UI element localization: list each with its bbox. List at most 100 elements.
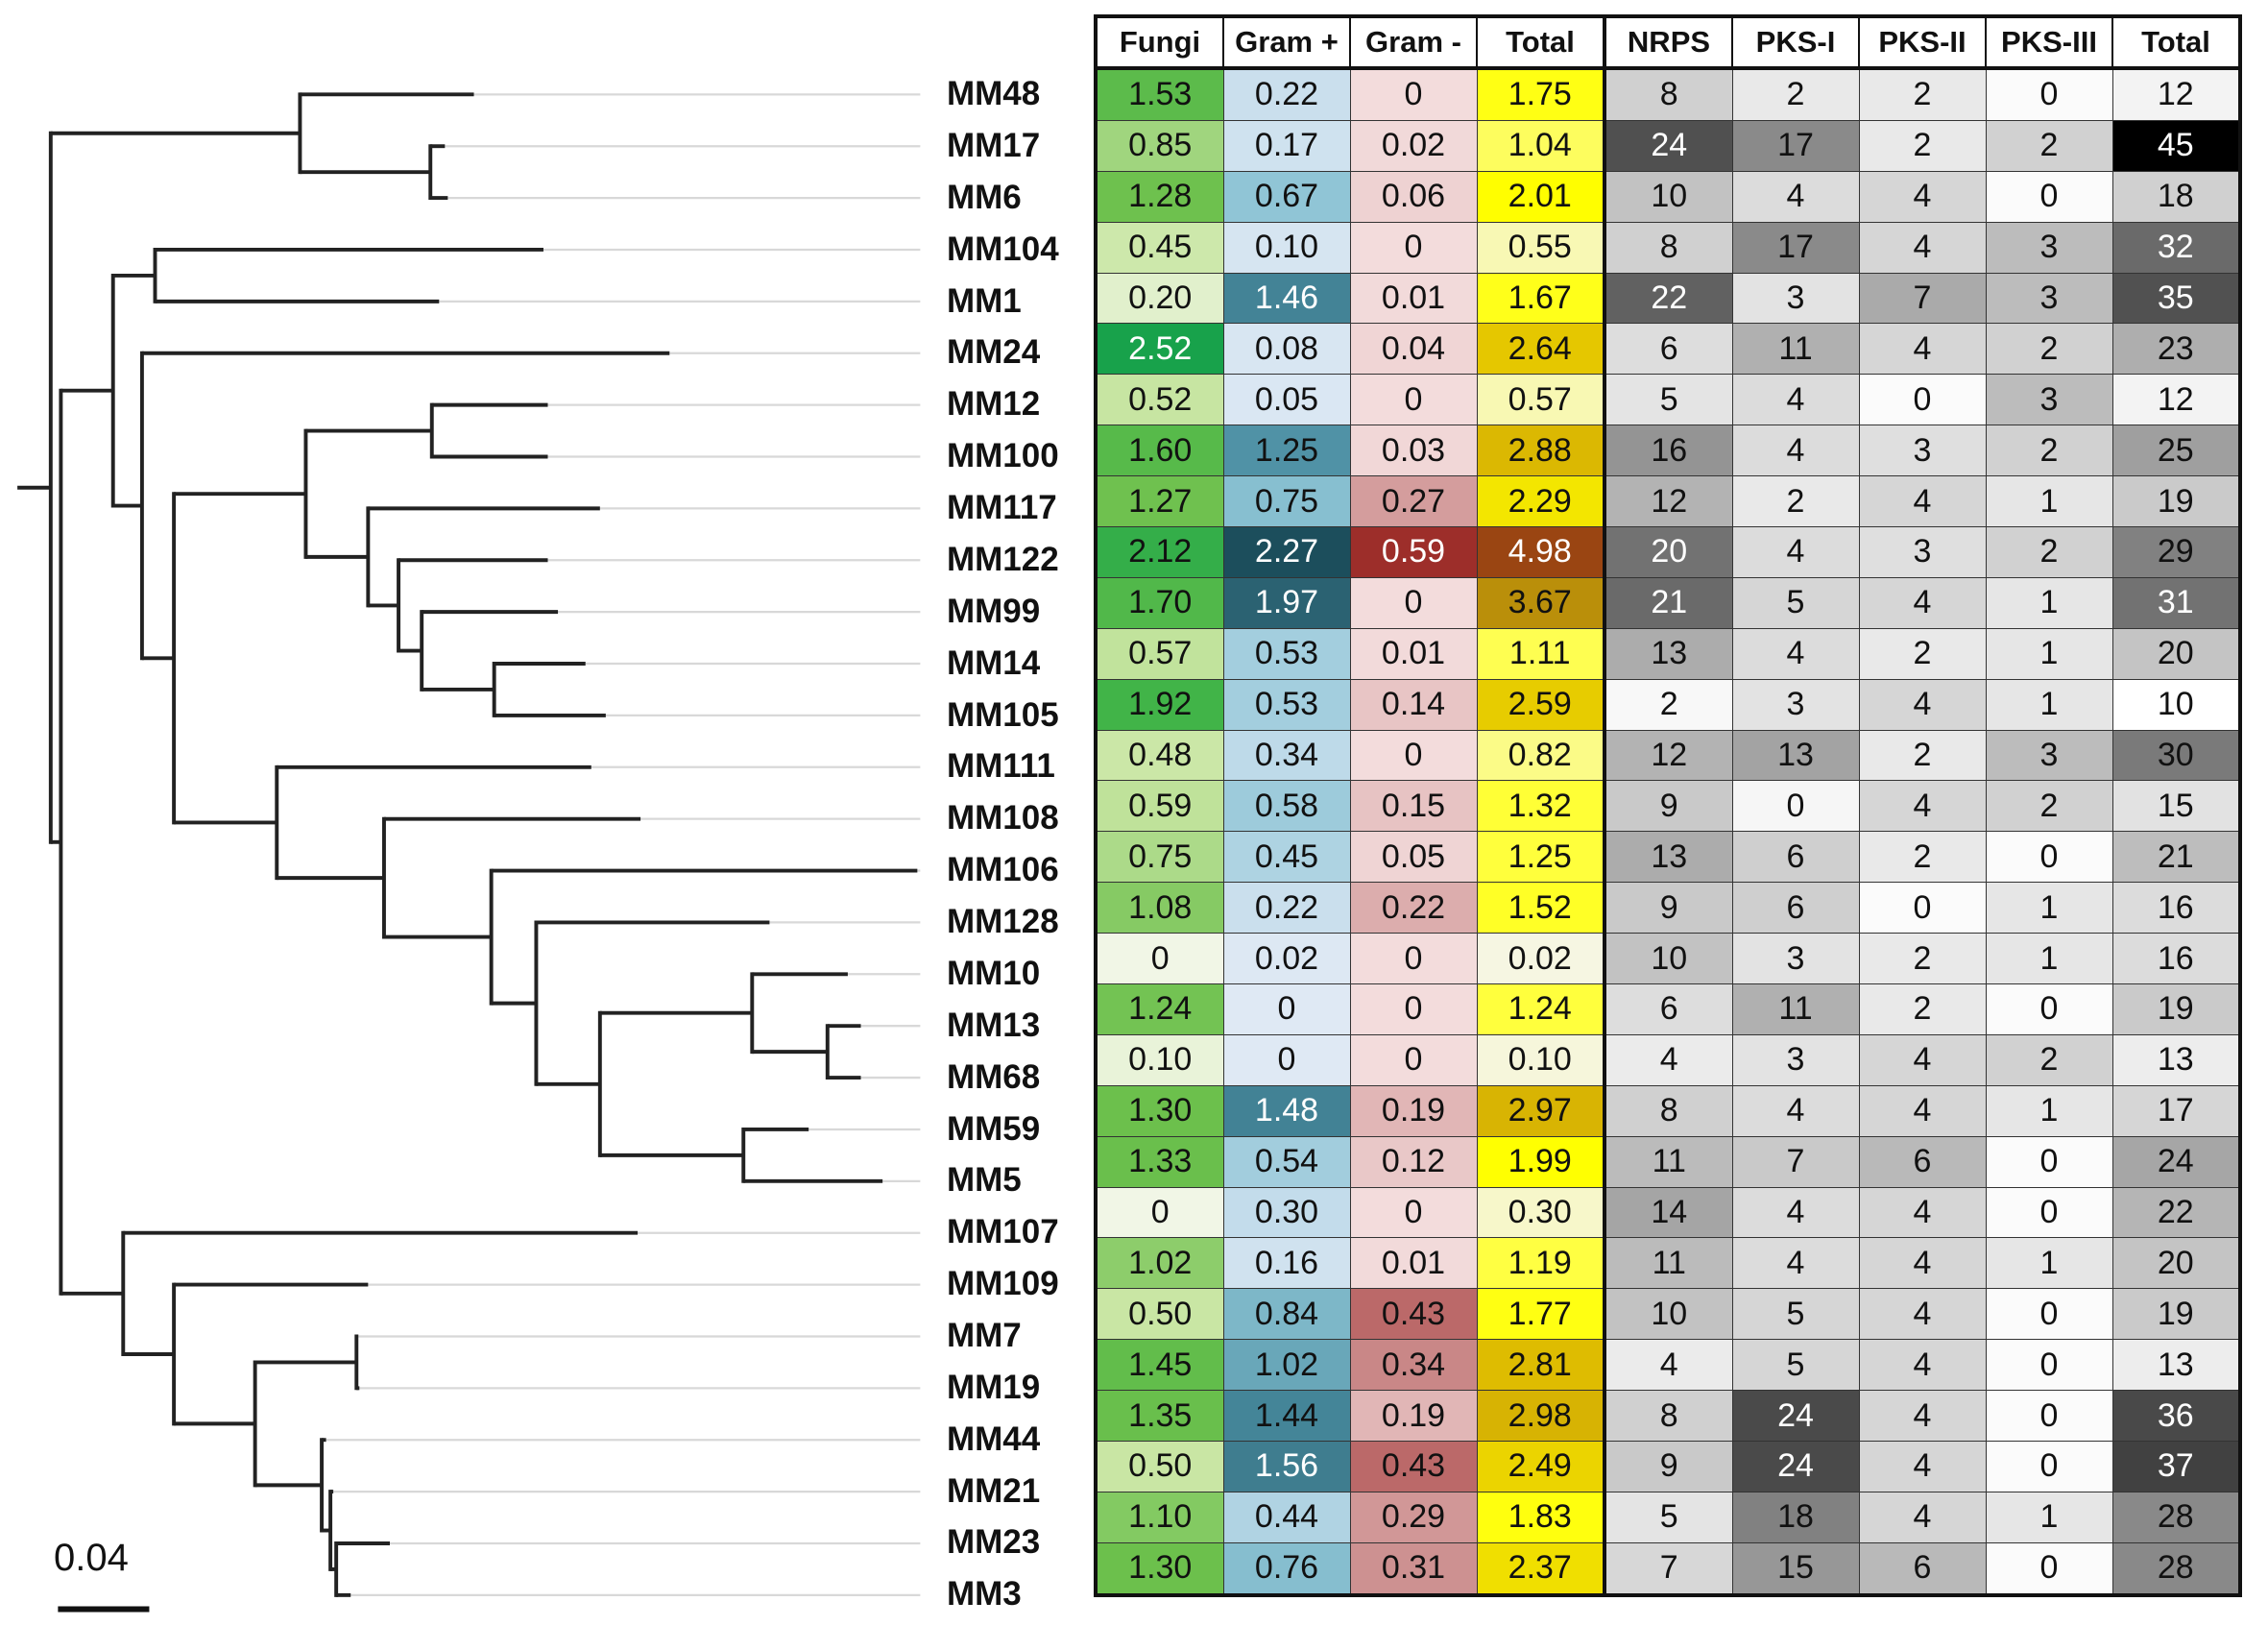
table-cell: 4	[1858, 1390, 1987, 1443]
table-cell: 20	[2111, 627, 2241, 680]
table-cell: 0	[1095, 1186, 1224, 1239]
table-cell: 7	[1603, 1541, 1733, 1596]
table-cell: 3	[1731, 933, 1860, 985]
table-cell: 4	[1731, 425, 1860, 477]
table-header-row: Fungi Gram + Gram - Total NRPS PKS-I PKS-II PKS…	[1095, 15, 2241, 70]
table-cell: 2.49	[1476, 1441, 1605, 1492]
table-cell: 0	[1731, 780, 1860, 833]
table-cell: 2.81	[1476, 1339, 1605, 1392]
table-cell: 0.53	[1222, 678, 1351, 731]
table-row: 0.50 0.84 0.43 1.77 10 5 4 0 19	[1095, 1288, 2241, 1341]
table-cell: 2	[1731, 475, 1860, 528]
table-cell: 6	[1858, 1541, 1987, 1596]
column-header: PKS-III	[1985, 15, 2113, 70]
table-cell: 12	[2111, 67, 2241, 121]
activity-bgc-table: Fungi Gram + Gram - Total NRPS PKS-I PKS-II PKS…	[1094, 14, 2242, 1597]
table-cell: 2	[1985, 323, 2113, 376]
table-row: 0 0.30 0 0.30 14 4 4 0 22	[1095, 1186, 2241, 1239]
strain-label: MM17	[947, 126, 1041, 164]
table-cell: 1.35	[1095, 1390, 1224, 1443]
table-cell: 16	[2111, 933, 2241, 985]
table-row: 0.50 1.56 0.43 2.49 9 24 4 0 37	[1095, 1441, 2241, 1492]
strain-label: MM111	[947, 747, 1055, 786]
table-cell: 0.30	[1476, 1186, 1605, 1239]
table-cell: 0	[1858, 374, 1987, 426]
table-cell: 0.06	[1349, 170, 1478, 223]
table-cell: 1.45	[1095, 1339, 1224, 1392]
strain-label: MM48	[947, 75, 1041, 113]
table-cell: 1.53	[1095, 67, 1224, 121]
table-cell: 0.43	[1349, 1288, 1478, 1341]
table-cell: 17	[2111, 1084, 2241, 1137]
strain-label: MM108	[947, 799, 1059, 837]
table-cell: 22	[2111, 1186, 2241, 1239]
table-cell: 23	[2111, 323, 2241, 376]
table-cell: 0.30	[1222, 1186, 1351, 1239]
scale-bar-label: 0.04	[54, 1537, 129, 1579]
table-cell: 2	[1858, 729, 1987, 782]
column-header: PKS-I	[1731, 15, 1860, 70]
table-cell: 0	[1985, 983, 2113, 1035]
table-cell: 0.84	[1222, 1288, 1351, 1341]
table-cell: 16	[1603, 425, 1733, 477]
table-cell: 35	[2111, 272, 2241, 325]
table-cell: 0.02	[1222, 933, 1351, 985]
table-cell: 0.75	[1222, 475, 1351, 528]
table-cell: 0	[1985, 1186, 2113, 1239]
table-cell: 3	[1731, 272, 1860, 325]
strain-label: MM128	[947, 903, 1059, 941]
table-cell: 1.02	[1095, 1237, 1224, 1290]
table-cell: 0.55	[1476, 221, 1605, 274]
table-cell: 11	[1603, 1237, 1733, 1290]
table-cell: 1.67	[1476, 272, 1605, 325]
table-cell: 1.24	[1095, 983, 1224, 1035]
table-cell: 0	[1349, 1033, 1478, 1086]
table-cell: 1.25	[1476, 831, 1605, 884]
table-cell: 11	[1731, 983, 1860, 1035]
table-cell: 0	[1985, 170, 2113, 223]
table-cell: 1.32	[1476, 780, 1605, 833]
table-cell: 2.59	[1476, 678, 1605, 731]
strain-label: MM68	[947, 1057, 1041, 1096]
table-cell: 1.24	[1476, 983, 1605, 1035]
table-cell: 2	[1985, 780, 2113, 833]
table-cell: 2.29	[1476, 475, 1605, 528]
table-cell: 3	[1731, 1033, 1860, 1086]
table-cell: 4	[1731, 170, 1860, 223]
table-cell: 2	[1858, 933, 1987, 985]
table-cell: 2	[1985, 425, 2113, 477]
table-cell: 0.02	[1476, 933, 1605, 985]
table-cell: 0.02	[1349, 119, 1478, 172]
table-cell: 4	[1858, 1237, 1987, 1290]
table-cell: 5	[1603, 1491, 1733, 1543]
table-cell: 4	[1603, 1033, 1733, 1086]
table-row: 0.10 0 0 0.10 4 3 4 2 13	[1095, 1033, 2241, 1086]
table-cell: 0.57	[1095, 627, 1224, 680]
table-cell: 21	[1603, 576, 1733, 629]
table-cell: 0.50	[1095, 1288, 1224, 1341]
table-cell: 3	[1858, 526, 1987, 578]
table-cell: 1.04	[1476, 119, 1605, 172]
strain-label: MM24	[947, 333, 1041, 372]
table-cell: 12	[1603, 729, 1733, 782]
table-cell: 4	[1858, 576, 1987, 629]
table-cell: 0.85	[1095, 119, 1224, 172]
table-cell: 12	[1603, 475, 1733, 528]
table-cell: 0.50	[1095, 1441, 1224, 1492]
table-cell: 0.16	[1222, 1237, 1351, 1290]
table-cell: 13	[1731, 729, 1860, 782]
strain-label: MM19	[947, 1368, 1041, 1406]
table-cell: 2	[1858, 831, 1987, 884]
table-cell: 0	[1985, 1339, 2113, 1392]
table-cell: 1	[1985, 1491, 2113, 1543]
table-cell: 0.15	[1349, 780, 1478, 833]
table-cell: 19	[2111, 983, 2241, 1035]
table-cell: 1	[1985, 678, 2113, 731]
strain-label: MM7	[947, 1316, 1022, 1354]
table-cell: 0.10	[1476, 1033, 1605, 1086]
table-cell: 2	[1985, 119, 2113, 172]
column-header: PKS-II	[1858, 15, 1987, 70]
table-cell: 8	[1603, 67, 1733, 121]
table-row: 0.52 0.05 0 0.57 5 4 0 3 12	[1095, 374, 2241, 426]
table-cell: 29	[2111, 526, 2241, 578]
